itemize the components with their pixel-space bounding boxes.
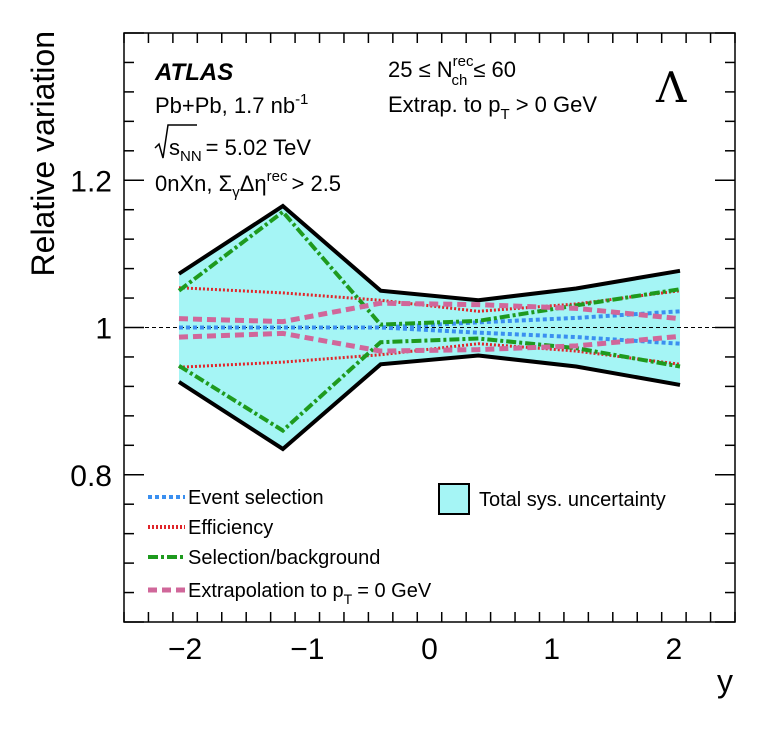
tick-label-layer: −2 −1 0 1 2 0.8 1 1.2: [70, 165, 682, 666]
multiplicity-label: 25 ≤ Nrec ch ≤ 60: [388, 53, 516, 89]
y-axis-label: Relative variation: [25, 31, 61, 276]
y-tick-label: 0.8: [70, 460, 112, 493]
tick-layer: [123, 32, 736, 623]
legend-extrapolation: Extrapolation to pT = 0 GeV: [188, 580, 432, 607]
y-tick-label: 1: [95, 313, 112, 346]
energy-label: sNN = 5.02 TeV: [154, 124, 311, 165]
total-uncertainty-upper-edge: [177, 203, 681, 303]
series-extrapolation-to-pt-0-gev-upper: [178, 300, 681, 325]
legend-efficiency: Efficiency: [188, 517, 273, 539]
legend-total: Total sys. uncertainty: [479, 489, 666, 511]
x-tick-label: −2: [168, 633, 202, 666]
total-uncertainty-band: [178, 206, 681, 449]
legend-event-selection: Event selection: [188, 487, 324, 509]
series-selection-background-upper: [177, 209, 681, 327]
series-selection-background-lower: [177, 336, 681, 434]
sqrt-icon: [154, 124, 197, 159]
particle-symbol: Λ: [655, 63, 687, 112]
x-tick-label: 0: [421, 633, 438, 666]
svg-text:sNN= 5.02 TeV: sNN = 5.02 TeV: [169, 135, 311, 165]
x-axis-label: y: [717, 663, 733, 699]
series-layer: [177, 209, 681, 434]
legend-swatch-total: [438, 483, 470, 515]
topology-label: 0nXn, ΣγΔηrec > 2.5: [155, 168, 341, 201]
x-tick-label: 1: [543, 633, 560, 666]
total-uncertainty-lower-edge: [177, 353, 681, 452]
legend-selection-background: Selection/background: [188, 547, 380, 569]
series-event-selection-lower: [178, 325, 681, 346]
y-tick-label: 1.2: [70, 165, 112, 198]
extrapolation-label: Extrap. to pT > 0 GeV: [388, 92, 597, 123]
x-tick-label: 2: [666, 633, 683, 666]
series-extrapolation-to-pt-0-gev-lower: [178, 330, 681, 354]
legend: Event selection Efficiency Selection/bac…: [148, 483, 666, 607]
system-label: Pb+Pb, 1.7 nb-1: [155, 91, 308, 118]
atlas-label: ATLAS: [154, 59, 233, 86]
x-tick-label: −1: [290, 633, 324, 666]
